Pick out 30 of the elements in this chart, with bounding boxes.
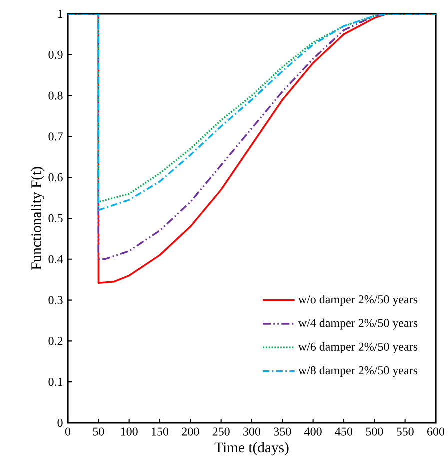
y-tick-label: 0.9: [48, 50, 63, 59]
y-tick-label: 0.1: [48, 378, 63, 386]
y-tick-label: 0.5: [48, 214, 63, 223]
x-tick-label: 250: [212, 428, 230, 436]
x-tick-label: 200: [182, 428, 200, 436]
x-tick-label: 350: [274, 428, 292, 436]
x-tick-label: 450: [335, 428, 353, 436]
legend-label: w/6 damper 2%/50 years: [298, 342, 418, 354]
legend-label: w/o damper 2%/50 years: [298, 295, 418, 306]
x-tick-label: 50: [93, 428, 104, 436]
x-tick-label: 500: [366, 428, 384, 436]
legend-label: w/8 damper 2%/50 years: [298, 366, 418, 378]
x-axis-title: Time t(days): [214, 442, 289, 456]
y-tick-label: 0.2: [48, 337, 63, 346]
y-tick-label: 0.8: [48, 92, 63, 100]
legend-label: w/4 damper 2%/50 years: [298, 318, 418, 330]
x-tick-label: 600: [428, 428, 445, 436]
x-tick-label: 100: [121, 428, 138, 436]
x-tick-label: 0: [65, 428, 71, 436]
y-tick-label: 0.6: [48, 174, 63, 182]
x-tick-label: 400: [304, 428, 322, 436]
x-tick-label: 300: [244, 428, 261, 436]
x-tick-label: 550: [397, 428, 414, 436]
y-tick-label: 0: [58, 418, 63, 428]
y-tick-label: 1: [58, 10, 63, 18]
y-tick-label: 0.7: [48, 132, 63, 141]
y-tick-label: 0.4: [48, 255, 64, 264]
x-tick-label: 150: [152, 428, 169, 436]
y-tick-label: 0.3: [48, 296, 63, 304]
y-axis-title: Functionality F(t): [31, 167, 44, 270]
